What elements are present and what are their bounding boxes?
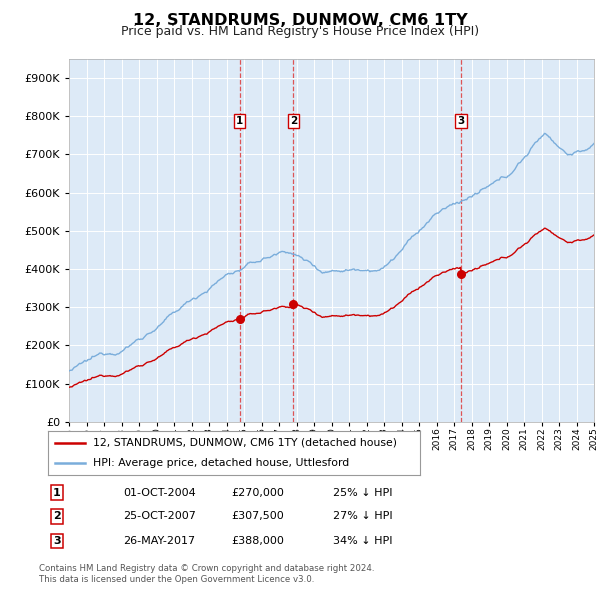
Text: This data is licensed under the Open Government Licence v3.0.: This data is licensed under the Open Gov… xyxy=(39,575,314,584)
Text: HPI: Average price, detached house, Uttlesford: HPI: Average price, detached house, Uttl… xyxy=(92,458,349,468)
Text: £270,000: £270,000 xyxy=(231,488,284,497)
Text: 2: 2 xyxy=(53,512,61,521)
Text: 26-MAY-2017: 26-MAY-2017 xyxy=(123,536,195,546)
Text: £388,000: £388,000 xyxy=(231,536,284,546)
Text: 1: 1 xyxy=(236,116,243,126)
Text: 25% ↓ HPI: 25% ↓ HPI xyxy=(333,488,392,497)
Text: 1: 1 xyxy=(53,488,61,497)
Text: 3: 3 xyxy=(53,536,61,546)
Text: 34% ↓ HPI: 34% ↓ HPI xyxy=(333,536,392,546)
Text: 01-OCT-2004: 01-OCT-2004 xyxy=(123,488,196,497)
Text: 12, STANDRUMS, DUNMOW, CM6 1TY: 12, STANDRUMS, DUNMOW, CM6 1TY xyxy=(133,13,467,28)
Text: Contains HM Land Registry data © Crown copyright and database right 2024.: Contains HM Land Registry data © Crown c… xyxy=(39,564,374,573)
Text: 3: 3 xyxy=(457,116,464,126)
Text: 2: 2 xyxy=(290,116,297,126)
Text: £307,500: £307,500 xyxy=(231,512,284,521)
Text: Price paid vs. HM Land Registry's House Price Index (HPI): Price paid vs. HM Land Registry's House … xyxy=(121,25,479,38)
Text: 27% ↓ HPI: 27% ↓ HPI xyxy=(333,512,392,521)
Text: 25-OCT-2007: 25-OCT-2007 xyxy=(123,512,196,521)
Text: 12, STANDRUMS, DUNMOW, CM6 1TY (detached house): 12, STANDRUMS, DUNMOW, CM6 1TY (detached… xyxy=(92,438,397,448)
